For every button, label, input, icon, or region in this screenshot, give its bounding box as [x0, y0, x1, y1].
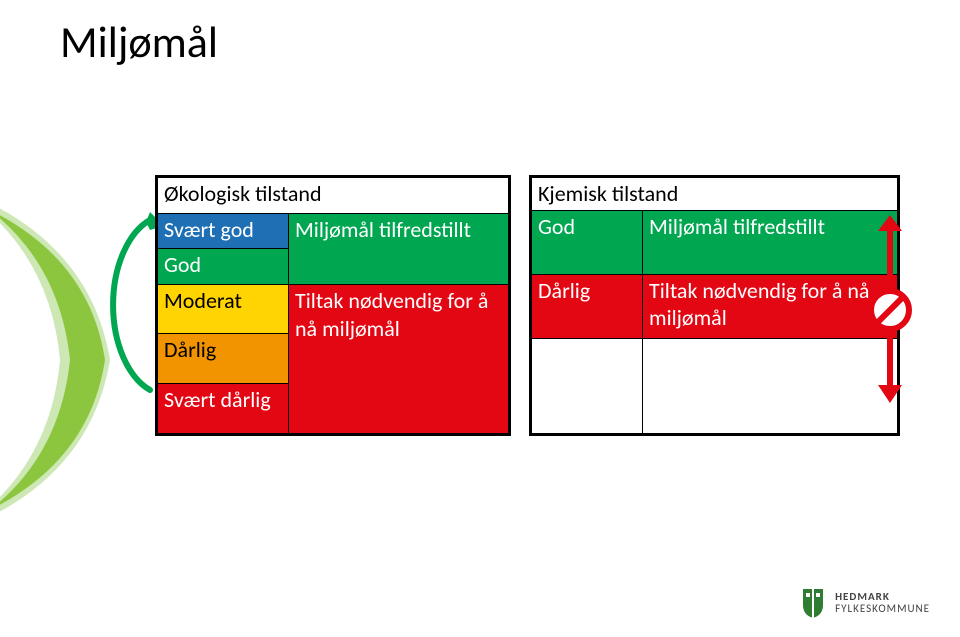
desc-cell: Miljømål tilfredstillt [289, 213, 510, 284]
chemical-header: Kjemisk tilstand [531, 177, 899, 211]
logo-text: HEDMARK FYLKESKOMMUNE [835, 591, 930, 614]
logo-line2: FYLKESKOMMUNE [835, 603, 930, 615]
ecological-header: Økologisk tilstand [157, 177, 510, 214]
slide: Miljømål Økologisk tilstand Svært god Mi… [0, 0, 960, 637]
shield-icon [799, 587, 827, 619]
chemical-state-table: Kjemisk tilstand God Miljømål tilfredsti… [529, 175, 900, 436]
desc-cell: Miljømål tilfredstillt [643, 210, 899, 274]
state-cell: Dårlig [531, 274, 643, 338]
page-title: Miljømål [60, 15, 218, 69]
blank-cell [643, 338, 899, 434]
hedmark-logo: HEDMARK FYLKESKOMMUNE [799, 587, 930, 619]
state-cell: Dårlig [157, 334, 289, 383]
ecological-state-table: Økologisk tilstand Svært god Miljømål ti… [155, 175, 511, 436]
blank-cell [531, 338, 643, 434]
state-cell: Moderat [157, 285, 289, 334]
desc-cell: Tiltak nødvendig for å nå miljømål [289, 285, 510, 434]
state-cell: Svært god [157, 213, 289, 249]
state-cell: God [531, 210, 643, 274]
state-cell: God [157, 249, 289, 285]
tables-row: Økologisk tilstand Svært god Miljømål ti… [155, 175, 900, 436]
state-cell: Svært dårlig [157, 383, 289, 434]
desc-cell: Tiltak nødvendig for å nå miljømål [643, 274, 899, 338]
stop-arrow-icon [862, 215, 918, 405]
